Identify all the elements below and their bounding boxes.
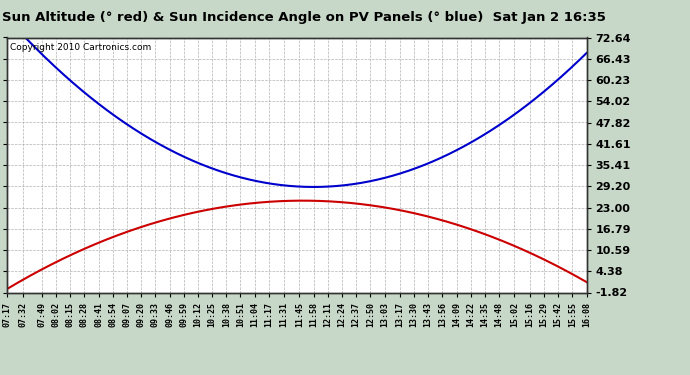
Text: Sun Altitude (° red) & Sun Incidence Angle on PV Panels (° blue)  Sat Jan 2 16:3: Sun Altitude (° red) & Sun Incidence Ang…	[1, 11, 606, 24]
Text: Copyright 2010 Cartronics.com: Copyright 2010 Cartronics.com	[10, 43, 151, 52]
